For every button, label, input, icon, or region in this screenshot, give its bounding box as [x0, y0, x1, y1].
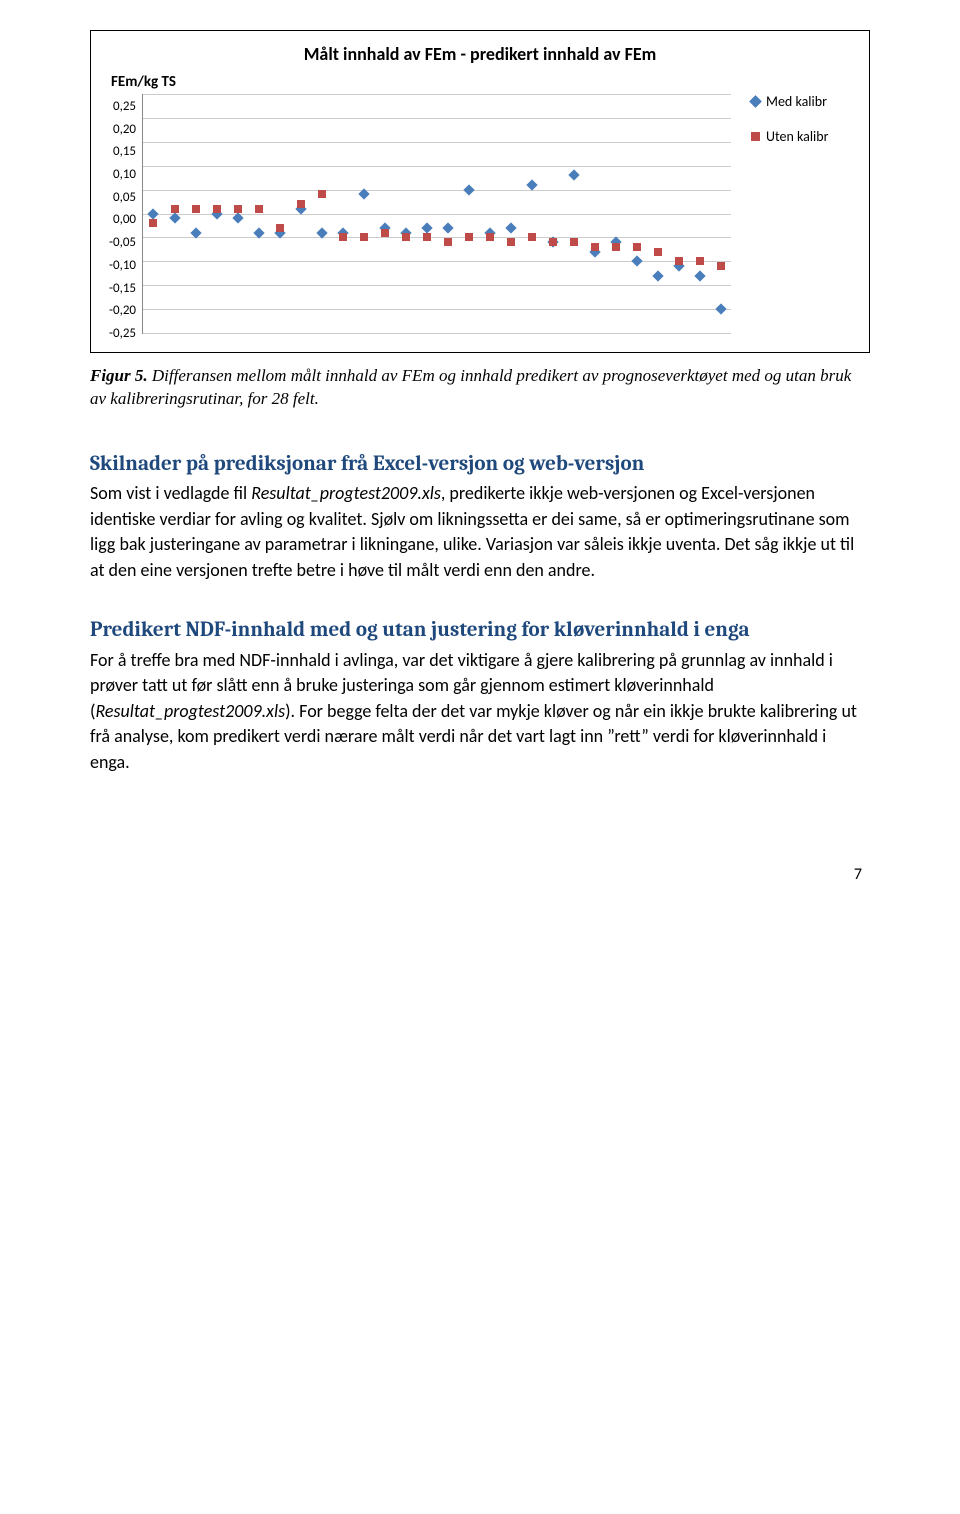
data-point — [652, 270, 663, 281]
page-number: 7 — [90, 865, 870, 884]
square-icon — [751, 132, 760, 141]
data-point — [213, 205, 221, 213]
data-point — [381, 229, 389, 237]
gridline — [143, 309, 731, 310]
data-point — [717, 262, 725, 270]
section-heading-excel-web: Skilnader på prediksjonar frå Excel-vers… — [90, 451, 870, 477]
gridline — [143, 94, 731, 95]
data-point — [171, 205, 179, 213]
data-point — [486, 233, 494, 241]
data-point — [715, 303, 726, 314]
y-tick-label: 0,15 — [109, 145, 136, 158]
data-point — [255, 205, 263, 213]
gridline — [143, 214, 731, 215]
data-point — [276, 224, 284, 232]
gridline — [143, 118, 731, 119]
data-point — [423, 233, 431, 241]
chart-body: FEm/kg TS 0,25 0,20 0,15 0,10 0,05 0,00 -0,05 -… — [109, 73, 851, 334]
data-point — [570, 238, 578, 246]
data-point — [612, 243, 620, 251]
y-tick-label: -0,10 — [109, 259, 136, 272]
scatter-chart: Målt innhald av FEm - predikert innhald … — [90, 30, 870, 353]
data-point — [654, 248, 662, 256]
gridline — [143, 285, 731, 286]
data-point — [360, 233, 368, 241]
y-tick-label: 0,20 — [109, 123, 136, 136]
data-point — [549, 238, 557, 246]
plot-area — [142, 94, 731, 334]
chart-legend: Med kalibr Uten kalibr — [731, 73, 851, 163]
y-tick-label: -0,20 — [109, 304, 136, 317]
gridline — [143, 190, 731, 191]
data-point — [421, 222, 432, 233]
section-paragraph: Som vist i vedlagde fil Resultat_progtes… — [90, 481, 870, 583]
data-point — [463, 184, 474, 195]
figure-caption: Figur 5. Differansen mellom målt innhald… — [90, 365, 870, 411]
data-point — [148, 208, 159, 219]
section-heading-ndf: Predikert NDF-innhald med og utan juster… — [90, 617, 870, 643]
data-point — [339, 233, 347, 241]
data-point — [694, 270, 705, 281]
data-point — [297, 200, 305, 208]
data-point — [591, 243, 599, 251]
legend-label: Uten kalibr — [766, 128, 829, 145]
data-point — [568, 170, 579, 181]
data-point — [318, 190, 326, 198]
gridline — [143, 166, 731, 167]
gridline — [143, 142, 731, 143]
data-point — [192, 205, 200, 213]
y-tick-label: -0,25 — [109, 327, 136, 340]
filename-ref: Resultat_progtest2009.xls — [251, 482, 441, 504]
data-point — [234, 205, 242, 213]
legend-label: Med kalibr — [766, 93, 827, 110]
data-point — [528, 233, 536, 241]
y-tick-label: -0,05 — [109, 236, 136, 249]
data-point — [465, 233, 473, 241]
gridline — [143, 333, 731, 334]
data-point — [631, 256, 642, 267]
diamond-icon — [749, 95, 762, 108]
y-tick-label: -0,15 — [109, 282, 136, 295]
y-tick-label: 0,25 — [109, 100, 136, 113]
data-point — [442, 222, 453, 233]
data-point — [505, 222, 516, 233]
filename-ref: Resultat_progtest2009.xls — [95, 700, 285, 722]
gridline — [143, 237, 731, 238]
y-tick-label: 0,00 — [109, 213, 136, 226]
data-point — [675, 257, 683, 265]
y-axis-ticks: 0,25 0,20 0,15 0,10 0,05 0,00 -0,05 -0,10 -0,15 -… — [109, 94, 142, 334]
figure-number: Figur 5. — [90, 366, 148, 385]
y-axis-label: FEm/kg TS — [111, 73, 731, 91]
data-point — [696, 257, 704, 265]
section-paragraph: For å treffe bra med NDF-innhald i avlin… — [90, 648, 870, 776]
legend-item-uten-kalibr: Uten kalibr — [751, 128, 851, 145]
figure-caption-text: Differansen mellom målt innhald av FEm o… — [90, 366, 851, 408]
data-point — [507, 238, 515, 246]
y-tick-label: 0,10 — [109, 168, 136, 181]
y-tick-label: 0,05 — [109, 191, 136, 204]
legend-item-med-kalibr: Med kalibr — [751, 93, 851, 110]
gridline — [143, 261, 731, 262]
data-point — [444, 238, 452, 246]
chart-title: Målt innhald av FEm - predikert innhald … — [109, 43, 851, 65]
data-point — [633, 243, 641, 251]
data-point — [402, 233, 410, 241]
data-point — [149, 219, 157, 227]
